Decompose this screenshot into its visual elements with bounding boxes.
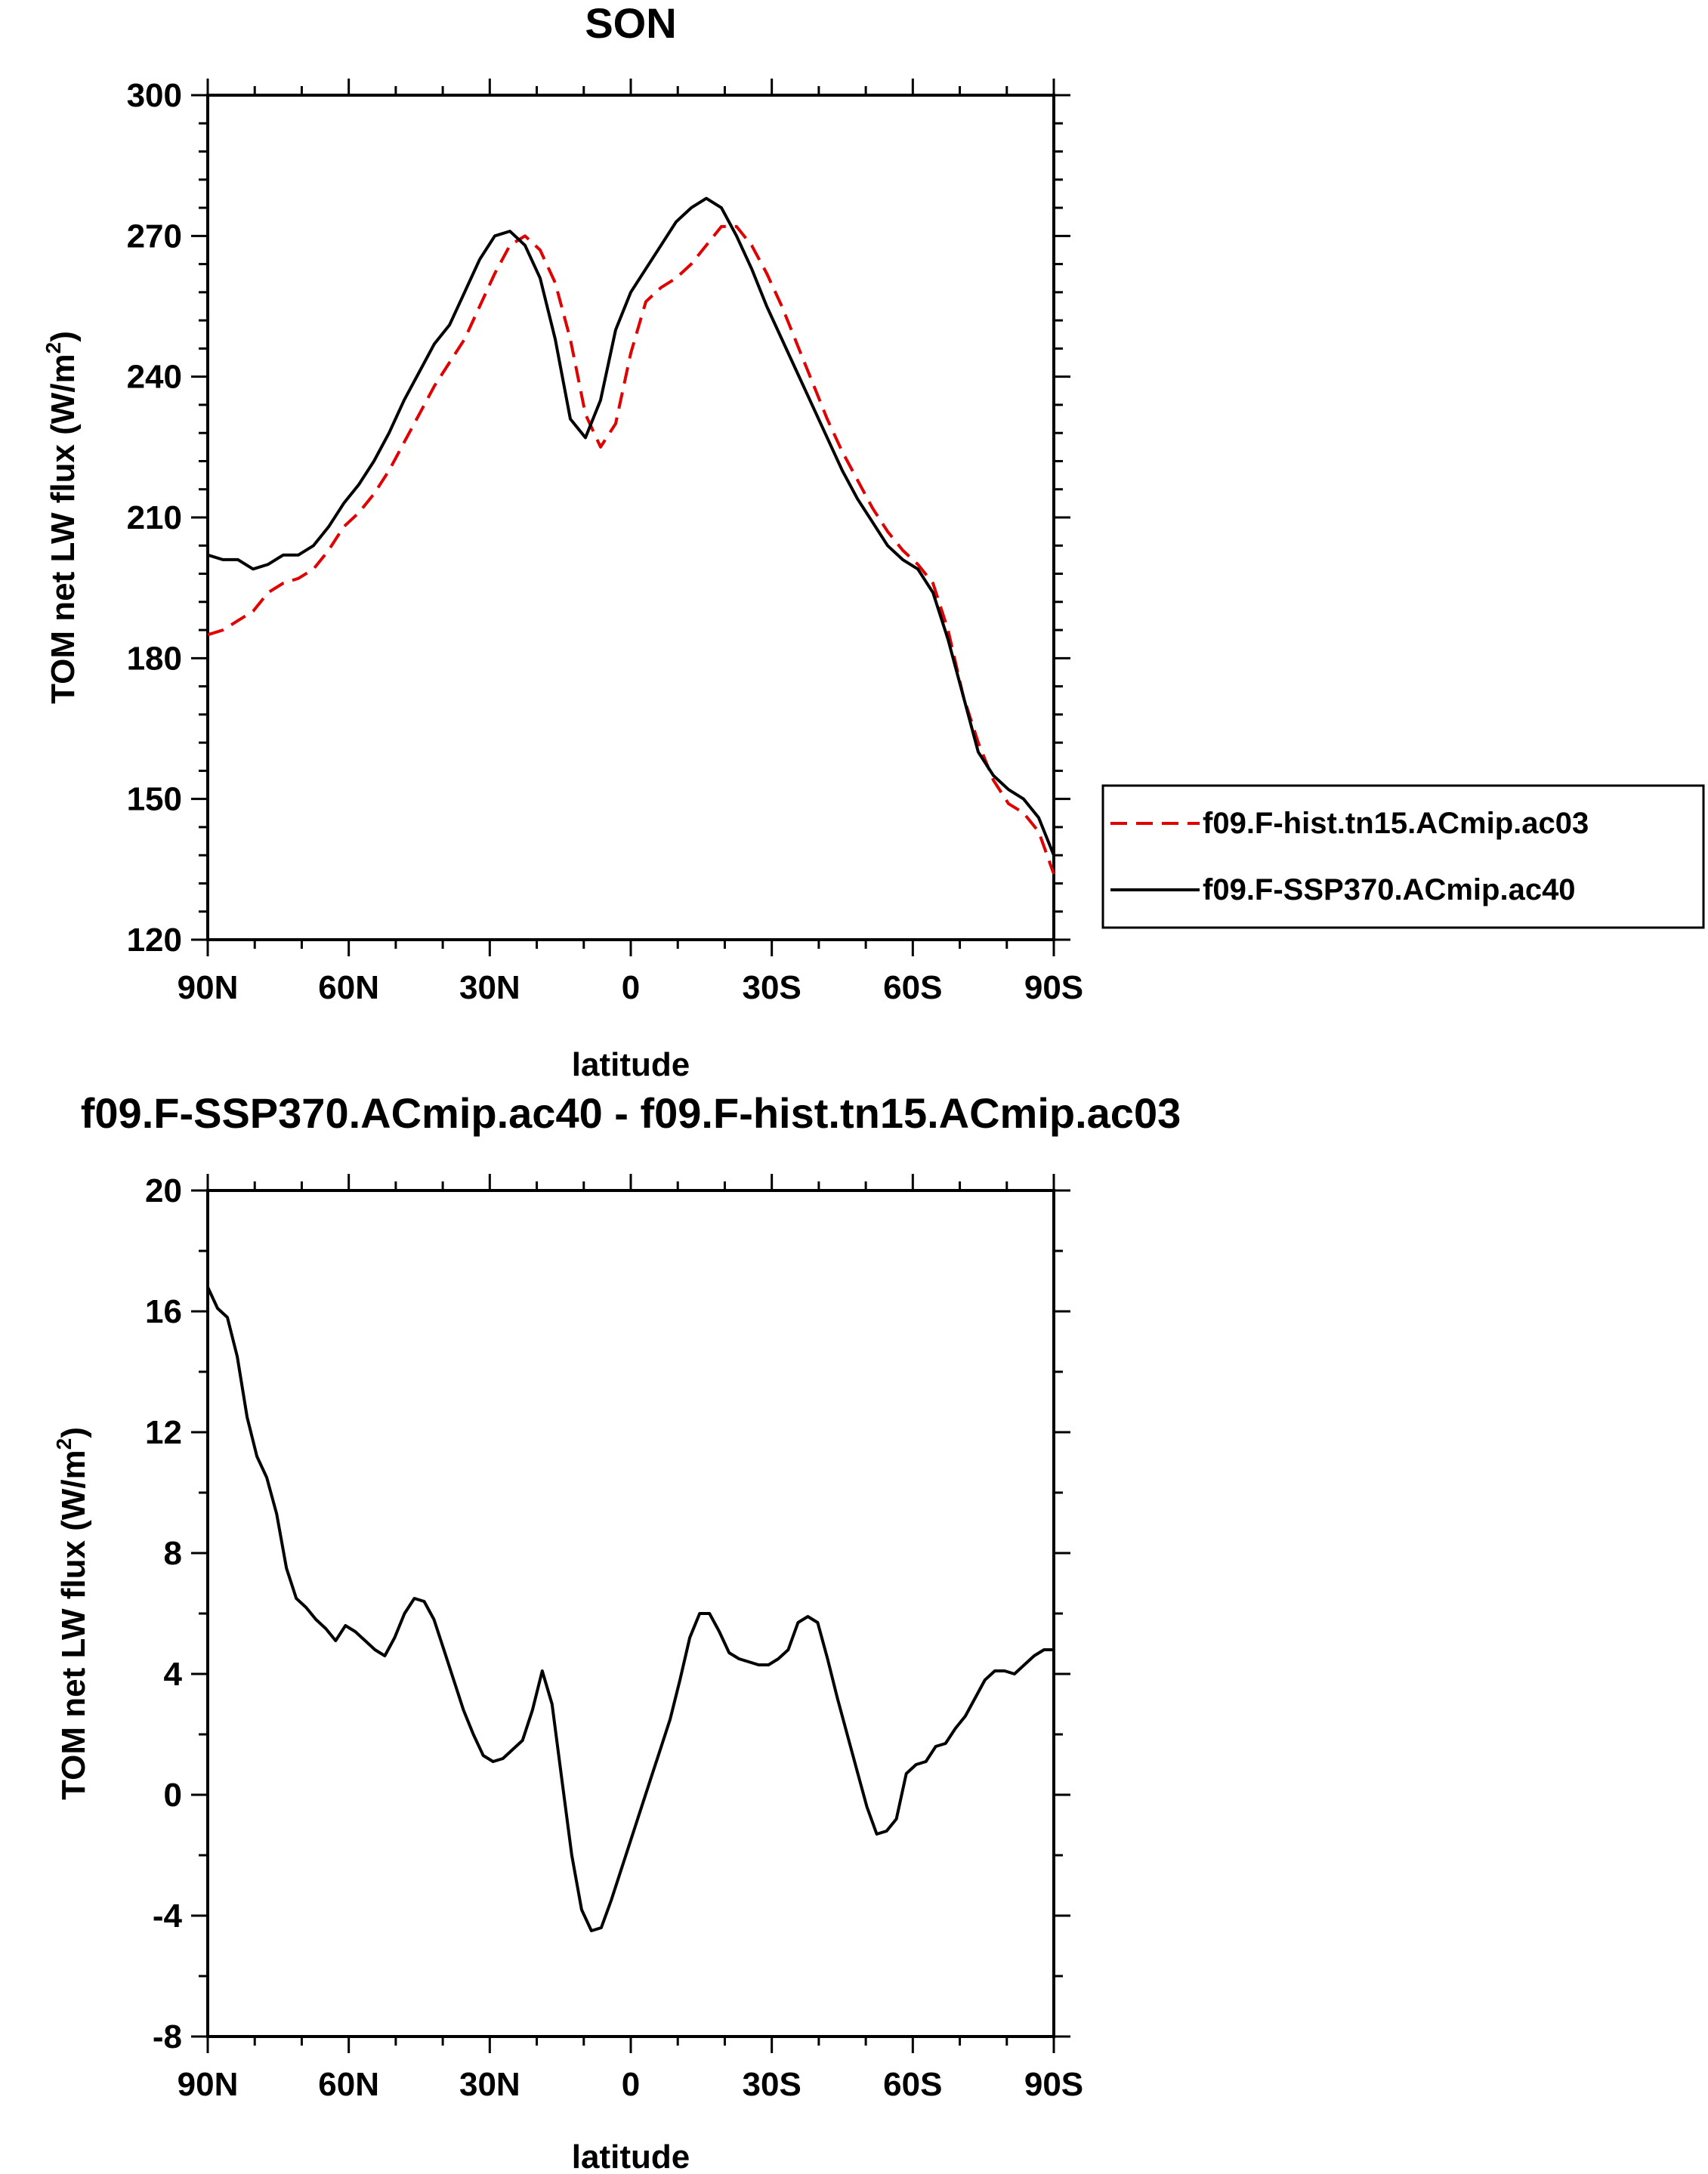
x-tick-label: 90N: [178, 969, 239, 1006]
y-tick-label: 150: [127, 781, 182, 818]
y-tick-label: 180: [127, 640, 182, 677]
bottom-panel: f09.F-SSP370.ACmip.ac40 - f09.F-hist.tn1…: [52, 1089, 1181, 2174]
top-panel: SON 120 150 180 210 240 270 300 90N 60N 30N 0 30S 6…: [42, 0, 1705, 1083]
x-tick-label: 30N: [459, 969, 520, 1006]
x-tick-label: 90S: [1024, 2066, 1083, 2103]
x-tick-label: 60S: [883, 2066, 942, 2103]
y-tick-label: 120: [127, 922, 182, 959]
bottom-x-axis-label: latitude: [572, 2138, 690, 2174]
y-tick-label: 300: [127, 77, 182, 114]
x-tick-label: 30N: [459, 2066, 520, 2103]
x-tick-label: 60S: [883, 969, 942, 1006]
x-tick-label: 60N: [318, 2066, 379, 2103]
bottom-y-axis-label: TOM net LW flux (W/m2): [52, 1427, 92, 1800]
top-y-axis-label: TOM net LW flux (W/m2): [42, 331, 82, 704]
x-tick-label: 60N: [318, 969, 379, 1006]
y-tick-label: 240: [127, 359, 182, 396]
y-tick-label: -4: [153, 1898, 183, 1935]
y-tick-label: 270: [127, 218, 182, 255]
legend-label-ssp370: f09.F-SSP370.ACmip.ac40: [1203, 873, 1576, 906]
bottom-chart-title: f09.F-SSP370.ACmip.ac40 - f09.F-hist.tn1…: [81, 1089, 1181, 1137]
top-x-axis-label: latitude: [572, 1046, 690, 1083]
series-line-hist: [207, 224, 1055, 875]
y-tick-label: 0: [164, 1777, 182, 1814]
top-chart-title: SON: [585, 0, 676, 47]
y-tick-label: 4: [164, 1656, 183, 1693]
y-tick-label: 12: [145, 1414, 182, 1451]
y-tick-label: -8: [153, 2018, 182, 2055]
y-tick-label: 20: [145, 1172, 182, 1209]
legend: f09.F-hist.tn15.ACmip.ac03 f09.F-SSP370.…: [1101, 784, 1705, 929]
legend-label-hist: f09.F-hist.tn15.ACmip.ac03: [1203, 807, 1589, 840]
series-line-difference: [206, 1286, 1054, 1932]
y-tick-label: 8: [164, 1535, 182, 1572]
x-tick-label: 0: [622, 969, 640, 1006]
x-tick-label: 90N: [178, 2066, 239, 2103]
y-tick-label: 16: [145, 1293, 182, 1330]
x-tick-label: 0: [622, 2066, 640, 2103]
legend-box: [1101, 784, 1705, 929]
x-tick-label: 90S: [1024, 969, 1083, 1006]
x-tick-label: 30S: [743, 969, 801, 1006]
bottom-plot-frame: [206, 1189, 1055, 2038]
series-line-ssp370: [207, 196, 1055, 856]
x-tick-label: 30S: [743, 2066, 801, 2103]
y-tick-label: 210: [127, 499, 182, 536]
